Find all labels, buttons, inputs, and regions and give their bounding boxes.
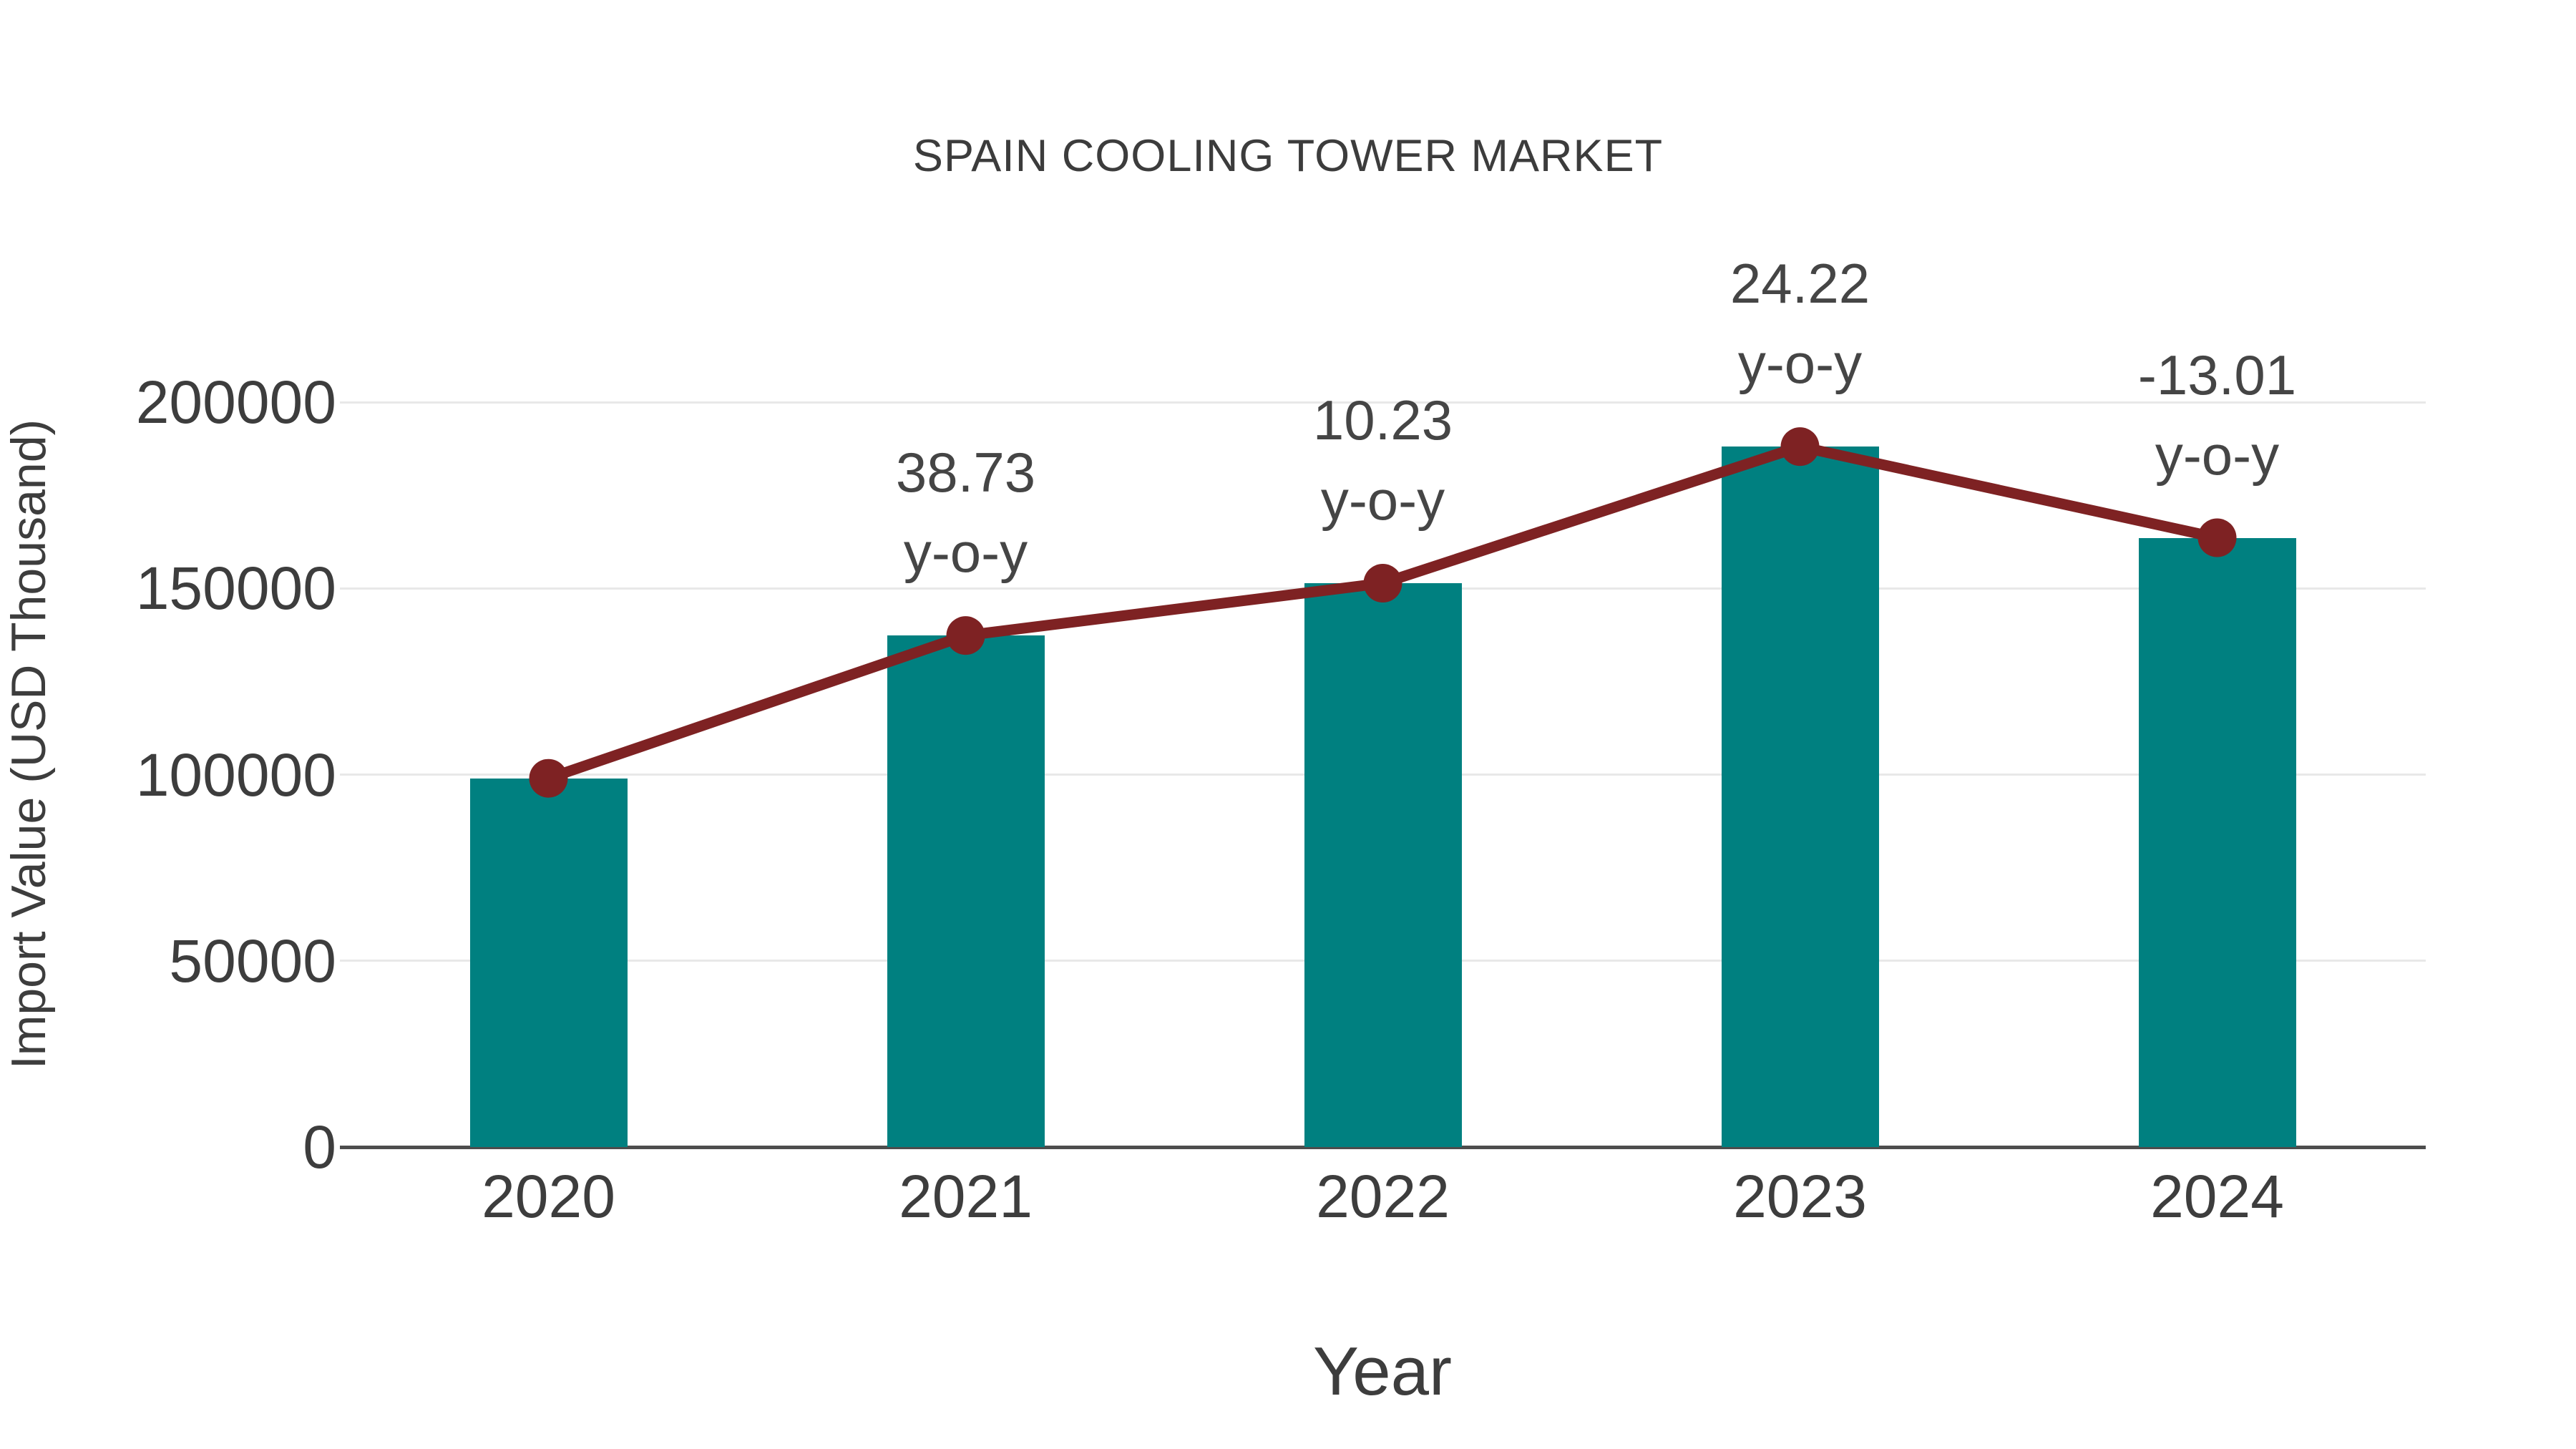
yoy-annotation-2022: 10.23 y-o-y (1313, 380, 1453, 540)
yoy-suffix-2022: y-o-y (1320, 469, 1445, 532)
x-tick-label-2020: 2020 (482, 1163, 615, 1230)
data-point-2023 (1780, 427, 1820, 467)
bar-2024 (2138, 537, 2296, 1147)
yoy-annotation-2023: 24.22 y-o-y (1730, 243, 1870, 404)
yoy-value-2024: -13.01 (2137, 343, 2297, 406)
yoy-annotation-2024: -13.01 y-o-y (2138, 335, 2296, 495)
data-point-2024 (2197, 518, 2237, 557)
gridline-200000 (340, 401, 2426, 404)
bar-2020 (469, 778, 628, 1147)
y-tick-label-0: 0 (303, 1113, 336, 1181)
data-point-2022 (1363, 564, 1402, 603)
y-tick-label-150000: 150000 (135, 555, 336, 623)
bar-2023 (1721, 447, 1879, 1147)
data-point-2020 (529, 758, 568, 798)
y-tick-label-200000: 200000 (135, 369, 336, 436)
yoy-suffix-2021: y-o-y (903, 521, 1028, 585)
data-point-2021 (946, 616, 985, 655)
x-tick-label-2023: 2023 (1733, 1163, 1867, 1230)
x-axis-line (340, 1146, 2426, 1149)
x-tick-label-2021: 2021 (899, 1163, 1033, 1230)
x-tick-label-2024: 2024 (2150, 1163, 2284, 1230)
yoy-value-2023: 24.22 (1729, 252, 1870, 316)
x-axis-title: Year (1313, 1333, 1452, 1410)
y-tick-label-100000: 100000 (135, 741, 336, 809)
bar-2022 (1304, 583, 1462, 1147)
bar-2021 (887, 635, 1045, 1147)
chart-title: SPAIN COOLING TOWER MARKET (912, 131, 1664, 181)
yoy-value-2022: 10.23 (1312, 389, 1453, 452)
x-tick-label-2022: 2022 (1316, 1163, 1450, 1230)
yoy-suffix-2024: y-o-y (2155, 423, 2280, 487)
yoy-value-2021: 38.73 (895, 441, 1036, 504)
yoy-suffix-2023: y-o-y (1737, 332, 1863, 396)
y-tick-label-50000: 50000 (169, 927, 336, 995)
yoy-annotation-2021: 38.73 y-o-y (896, 432, 1035, 592)
